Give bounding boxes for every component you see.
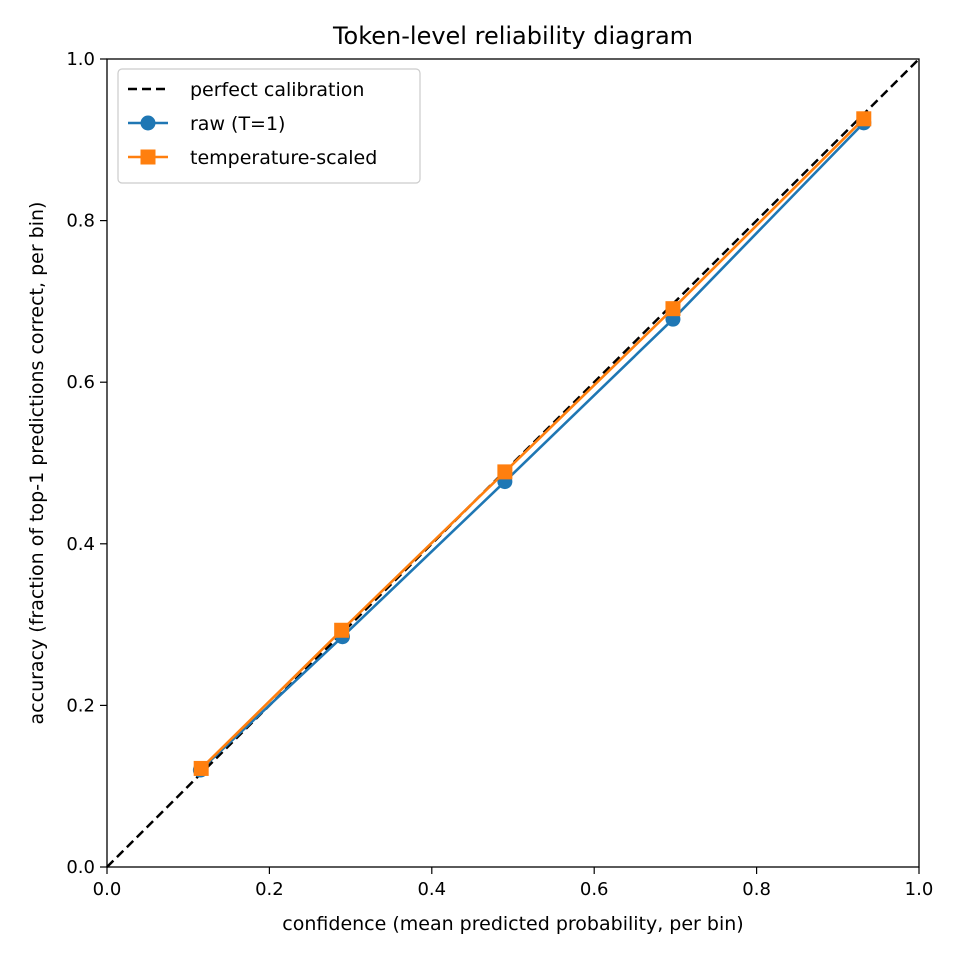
data-point-temperature-scaled [856, 111, 872, 127]
y-tick-label: 0.0 [66, 857, 95, 878]
data-point-temperature-scaled [665, 301, 681, 317]
y-axis-label: accuracy (fraction of top-1 predictions … [26, 202, 48, 725]
y-tick-label: 1.0 [66, 49, 95, 70]
series-layer [106, 58, 920, 868]
y-tick-label: 0.2 [66, 695, 95, 716]
x-tick-label: 0.4 [417, 879, 446, 900]
legend-item-raw-t-1: raw (T=1) [128, 113, 285, 135]
legend-item-perfect-calibration: perfect calibration [128, 79, 364, 101]
data-point-temperature-scaled [193, 760, 209, 776]
legend-box [117, 68, 421, 184]
legend-marker-temperature-scaled [140, 149, 156, 165]
data-point-temperature-scaled [334, 622, 350, 638]
legend-label-perfect-calibration: perfect calibration [190, 79, 364, 101]
legend-label-raw-t-1: raw (T=1) [190, 113, 285, 135]
plot-border [106, 58, 920, 868]
x-tick-label: 0.0 [93, 879, 122, 900]
legend-marker-raw-t-1 [140, 115, 156, 131]
x-tick-label: 1.0 [905, 879, 934, 900]
legend-item-temperature-scaled: temperature-scaled [128, 147, 377, 169]
x-tick-label: 0.8 [742, 879, 771, 900]
data-point-temperature-scaled [497, 464, 513, 480]
legend: perfect calibration raw (T=1) temperature-… [117, 68, 421, 184]
legend-label-temperature-scaled: temperature-scaled [190, 147, 377, 169]
y-tick-label: 0.4 [66, 534, 95, 555]
x-tick-label: 0.2 [255, 879, 284, 900]
series-temperature-scaled [193, 111, 872, 776]
x-tick-label: 0.6 [580, 879, 609, 900]
x-axis-label: confidence (mean predicted probability, … [282, 913, 743, 935]
y-tick-label: 0.8 [66, 211, 95, 232]
y-tick-label: 0.6 [66, 372, 95, 393]
chart-title: Token-level reliability diagram [332, 22, 693, 50]
ticks-layer: 0.0 0.2 0.4 0.6 0.8 1.0 0.0 0.2 0.4 0.6 0.8 1.0 [66, 49, 933, 900]
